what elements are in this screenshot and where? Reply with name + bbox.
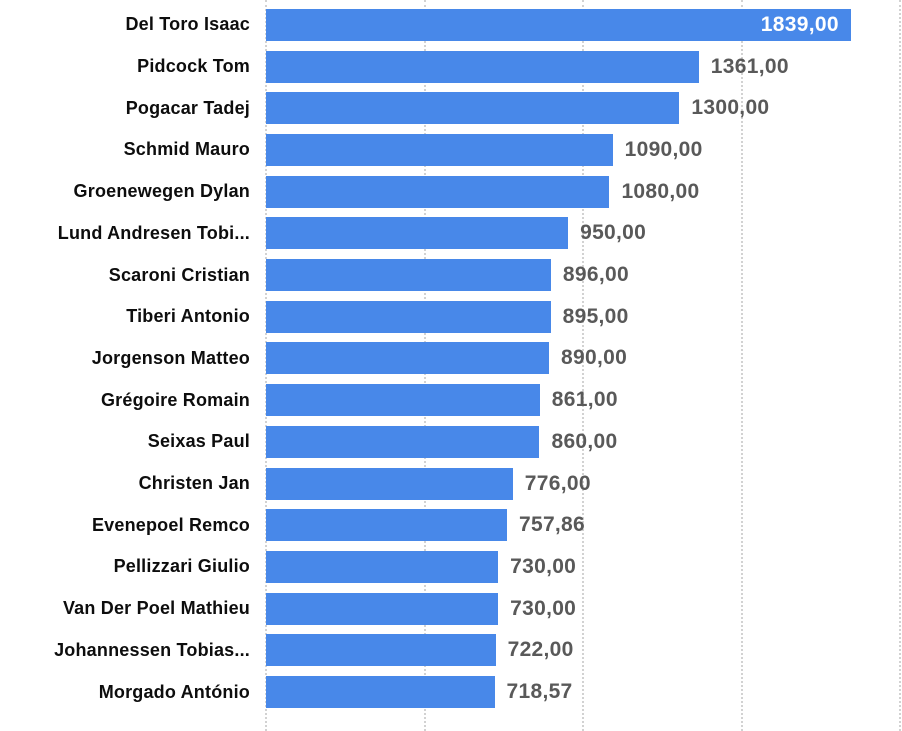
category-label: Seixas Paul xyxy=(147,431,250,452)
table-row: Tiberi Antonio 895,00 xyxy=(0,296,902,338)
category-label: Scaroni Cristian xyxy=(108,264,250,285)
bar-track: 757,86 xyxy=(266,509,902,542)
category-label: Schmid Mauro xyxy=(123,139,250,160)
category-label: Christen Jan xyxy=(138,473,250,494)
value-label: 890,00 xyxy=(561,346,628,370)
category-label: Del Toro Isaac xyxy=(125,14,250,35)
value-label: 1839,00 xyxy=(760,12,839,36)
category-label: Grégoire Romain xyxy=(100,389,250,410)
bar[interactable] xyxy=(266,634,496,667)
bar-track: 896,00 xyxy=(266,259,902,292)
bar[interactable] xyxy=(266,342,550,375)
bar[interactable] xyxy=(266,50,699,83)
bar[interactable] xyxy=(266,509,507,542)
table-row: Pidcock Tom 1361,00 xyxy=(0,46,902,88)
bar-track: 1080,00 xyxy=(266,175,902,208)
bar[interactable] xyxy=(266,8,851,41)
category-label: Pogacar Tadej xyxy=(125,97,250,118)
value-label: 950,00 xyxy=(580,221,647,245)
table-row: Schmid Mauro 1090,00 xyxy=(0,129,902,171)
category-label: Jorgenson Matteo xyxy=(91,347,250,368)
value-label: 1080,00 xyxy=(621,179,700,203)
bar-track: 1361,00 xyxy=(266,50,902,83)
value-label: 860,00 xyxy=(551,429,618,453)
category-label: Lund Andresen Tobi... xyxy=(57,222,250,243)
category-label: Pidcock Tom xyxy=(137,56,250,77)
bar-track: 890,00 xyxy=(266,342,902,375)
table-row: Jorgenson Matteo 890,00 xyxy=(0,338,902,380)
category-label: Pellizzari Giulio xyxy=(113,556,250,577)
value-label: 895,00 xyxy=(562,304,629,328)
bar[interactable] xyxy=(266,300,551,333)
bar-track: 950,00 xyxy=(266,217,902,250)
bar[interactable] xyxy=(266,676,495,709)
bar-track: 895,00 xyxy=(266,300,902,333)
bar-track: 730,00 xyxy=(266,592,902,625)
category-label: Morgado António xyxy=(98,681,250,702)
bar[interactable] xyxy=(266,550,499,583)
table-row: Johannessen Tobias... 722,00 xyxy=(0,630,902,672)
bar[interactable] xyxy=(266,259,551,292)
value-label: 757,86 xyxy=(518,513,586,537)
category-label: Tiberi Antonio xyxy=(126,306,250,327)
bar-track: 1839,00 xyxy=(266,8,902,41)
table-row: Seixas Paul 860,00 xyxy=(0,421,902,463)
table-row: Pogacar Tadej 1300,00 xyxy=(0,87,902,129)
bar[interactable] xyxy=(266,92,680,125)
bar-track: 776,00 xyxy=(266,467,902,500)
bar-track: 718,57 xyxy=(266,676,902,709)
bar-track: 1090,00 xyxy=(266,133,902,166)
table-row: Del Toro Isaac 1839,00 xyxy=(0,4,902,46)
value-label: 1361,00 xyxy=(710,54,789,78)
bar-track: 861,00 xyxy=(266,384,902,417)
value-label: 1300,00 xyxy=(691,96,770,120)
value-label: 718,57 xyxy=(506,680,573,704)
table-row: Morgado António 718,57 xyxy=(0,671,902,713)
bar[interactable] xyxy=(266,425,540,458)
table-row: Evenepoel Remco 757,86 xyxy=(0,504,902,546)
value-label: 730,00 xyxy=(510,554,577,578)
bar-track: 722,00 xyxy=(266,634,902,667)
bar[interactable] xyxy=(266,217,569,250)
bar-track: 860,00 xyxy=(266,425,902,458)
value-label: 896,00 xyxy=(562,263,629,287)
value-label: 776,00 xyxy=(524,471,591,495)
value-label: 722,00 xyxy=(507,638,574,662)
table-row: Lund Andresen Tobi... 950,00 xyxy=(0,213,902,255)
bar[interactable] xyxy=(266,592,499,625)
category-label: Groenewegen Dylan xyxy=(73,181,250,202)
category-label: Van Der Poel Mathieu xyxy=(62,598,250,619)
table-row: Pellizzari Giulio 730,00 xyxy=(0,546,902,588)
value-label: 730,00 xyxy=(510,596,577,620)
bar[interactable] xyxy=(266,384,540,417)
bar-track: 1300,00 xyxy=(266,92,902,125)
table-row: Grégoire Romain 861,00 xyxy=(0,379,902,421)
bar[interactable] xyxy=(266,467,513,500)
table-row: Groenewegen Dylan 1080,00 xyxy=(0,171,902,213)
table-row: Van Der Poel Mathieu 730,00 xyxy=(0,588,902,630)
value-label: 861,00 xyxy=(551,388,618,412)
table-row: Christen Jan 776,00 xyxy=(0,463,902,505)
value-label: 1090,00 xyxy=(624,137,703,161)
category-label: Evenepoel Remco xyxy=(91,514,250,535)
bar-track: 730,00 xyxy=(266,550,902,583)
bar[interactable] xyxy=(266,175,610,208)
table-row: Scaroni Cristian 896,00 xyxy=(0,254,902,296)
category-label: Johannessen Tobias... xyxy=(54,639,250,660)
bar[interactable] xyxy=(266,133,613,166)
